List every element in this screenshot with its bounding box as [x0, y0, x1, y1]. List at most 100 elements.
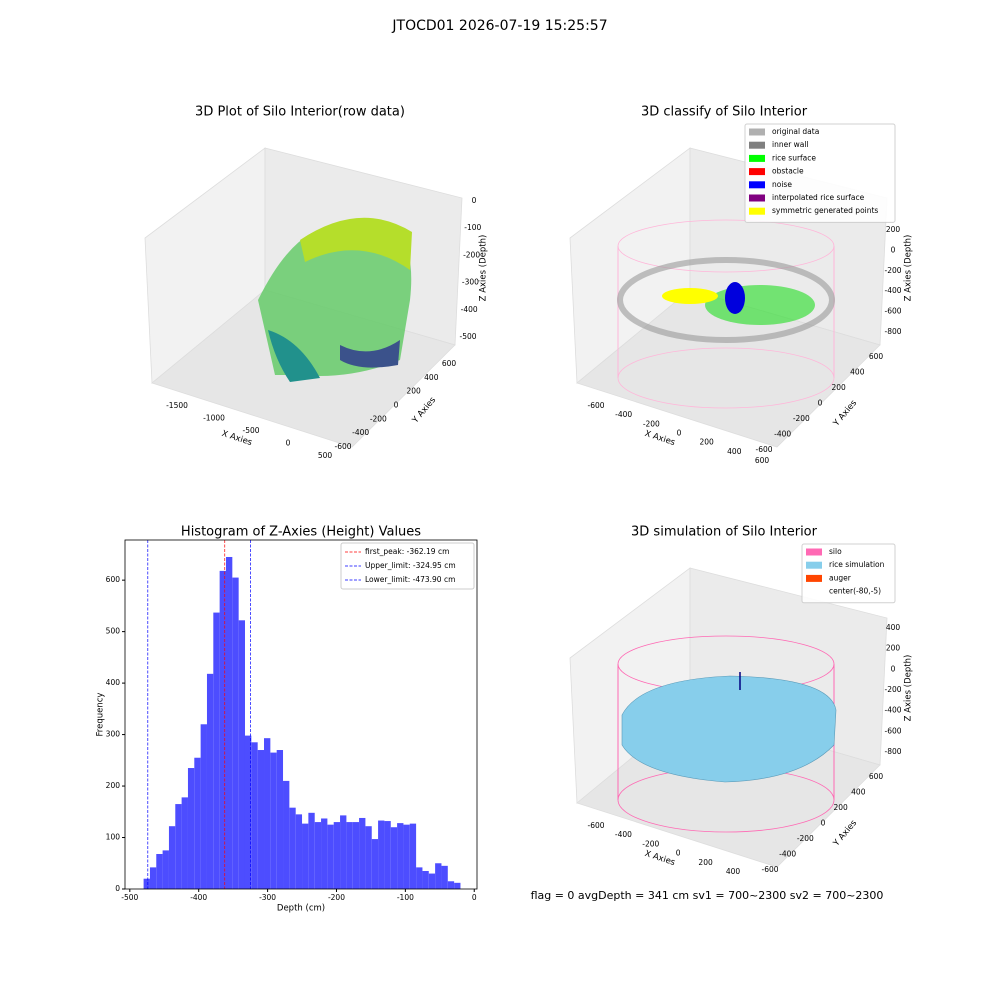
- x-tick-label: 500: [318, 451, 333, 460]
- x-tick-label: -400: [615, 410, 632, 419]
- y-tick-label: -400: [779, 850, 796, 859]
- bar: [378, 820, 385, 889]
- bar: [187, 768, 195, 889]
- y-tick-label: 400: [106, 678, 121, 687]
- y-tick-label: 400: [424, 373, 439, 382]
- legend-label: noise: [772, 180, 792, 189]
- z-tick-label: 0: [472, 196, 477, 205]
- x-axis-label: X Axies: [643, 849, 676, 868]
- y-tick-label: -600: [761, 865, 778, 874]
- z-tick-label: 200: [886, 644, 901, 653]
- y-tick-label: 400: [850, 368, 865, 377]
- bar: [428, 873, 436, 889]
- bar: [422, 870, 429, 889]
- x-tick-label: -400: [190, 893, 207, 902]
- y-tick-label: -600: [334, 442, 351, 451]
- z-tick-label: -600: [884, 726, 901, 735]
- status-text: flag = 0 avgDepth = 341 cm sv1 = 700~230…: [531, 889, 884, 902]
- bar: [447, 881, 455, 889]
- legend-label: inner wall: [772, 140, 809, 149]
- bar: [327, 824, 334, 889]
- legend-label: rice simulation: [829, 560, 885, 569]
- bar: [232, 577, 239, 889]
- bar: [175, 804, 182, 889]
- figure-title: JTOCD01 2026-07-19 15:25:57: [391, 18, 607, 34]
- x-tick-label: 200: [698, 858, 713, 867]
- bar: [149, 867, 157, 889]
- bar: [143, 878, 150, 889]
- y-axis-label: Y Axies: [831, 818, 859, 849]
- y-tick-label: 0: [394, 401, 399, 410]
- y-axis-label: Y Axies: [831, 398, 859, 429]
- bar: [340, 815, 347, 889]
- y-tick-label: 100: [106, 833, 121, 842]
- z-tick-label: 0: [891, 664, 896, 673]
- z-axis-label: Z Axies (Depth): [904, 235, 914, 302]
- legend-box: [744, 123, 896, 223]
- legend-swatch: [749, 181, 765, 189]
- z-tick-label: -200: [884, 685, 901, 694]
- panel-4-box: [569, 567, 888, 868]
- bar: [206, 673, 214, 889]
- legend-label: symmetric generated points: [772, 206, 878, 215]
- z-tick-label: -300: [462, 278, 479, 287]
- z-tick-label: -200: [463, 250, 480, 259]
- z-tick-label: -400: [884, 706, 901, 715]
- x-tick-label: -600: [587, 821, 604, 830]
- legend-swatch: [806, 561, 822, 569]
- y-tick-label: 0: [115, 884, 120, 893]
- panel-1-box: [144, 147, 463, 448]
- z-tick-label: -600: [884, 307, 901, 316]
- bar: [156, 853, 163, 889]
- legend-label: auger: [829, 573, 852, 582]
- x-tick-label: -400: [615, 830, 632, 839]
- legend-label: center(-80,-5): [829, 587, 881, 596]
- z-tick-label: -100: [464, 223, 481, 232]
- legend-label: silo: [829, 547, 842, 556]
- bar: [314, 822, 322, 889]
- x-axis-label: Depth (cm): [277, 904, 325, 914]
- x-tick-label: -300: [259, 893, 276, 902]
- z-tick-label: 400: [886, 623, 901, 632]
- x-tick-label: 400: [726, 867, 741, 876]
- bar: [276, 750, 284, 889]
- legend-swatch: [806, 574, 822, 582]
- bar: [397, 823, 404, 889]
- bar: [219, 570, 226, 889]
- x-tick-label: -200: [328, 893, 345, 902]
- bar: [346, 822, 353, 889]
- bar: [244, 735, 252, 889]
- y-tick-label: -400: [352, 428, 369, 437]
- legend-label: obstacle: [772, 167, 804, 176]
- bar: [270, 752, 277, 889]
- legend-swatch: [749, 194, 765, 202]
- bar: [302, 823, 309, 889]
- y-tick-label: -600: [755, 445, 772, 454]
- legend-swatch: [749, 207, 765, 215]
- panel-title: 3D Plot of Silo Interior(row data): [195, 105, 405, 120]
- legend-box: [801, 543, 896, 604]
- legend-label: first_peak: -362.19 cm: [365, 547, 449, 556]
- x-tick-label: -1500: [166, 401, 188, 410]
- bar: [333, 822, 341, 889]
- bar: [289, 807, 296, 889]
- legend-swatch: [749, 141, 765, 149]
- z-tick-label: -800: [884, 327, 901, 336]
- y-tick-label: 200: [407, 387, 422, 396]
- y-tick-label: -200: [793, 414, 810, 423]
- plot-frame: [124, 539, 478, 890]
- bar: [238, 620, 245, 889]
- y-tick-label: 200: [106, 781, 121, 790]
- z-tick-label: -800: [884, 747, 901, 756]
- bar: [359, 817, 366, 889]
- z-axis-label: Z Axies (Depth): [479, 235, 489, 302]
- bar: [181, 797, 188, 889]
- x-tick-label: 600: [755, 456, 770, 465]
- bar: [390, 827, 398, 889]
- legend-swatch: [749, 154, 765, 162]
- y-tick-label: 400: [851, 788, 866, 797]
- y-tick-label: 500: [106, 627, 121, 636]
- y-tick-label: 600: [869, 352, 884, 361]
- bar: [200, 724, 207, 889]
- legend-swatch: [806, 548, 822, 556]
